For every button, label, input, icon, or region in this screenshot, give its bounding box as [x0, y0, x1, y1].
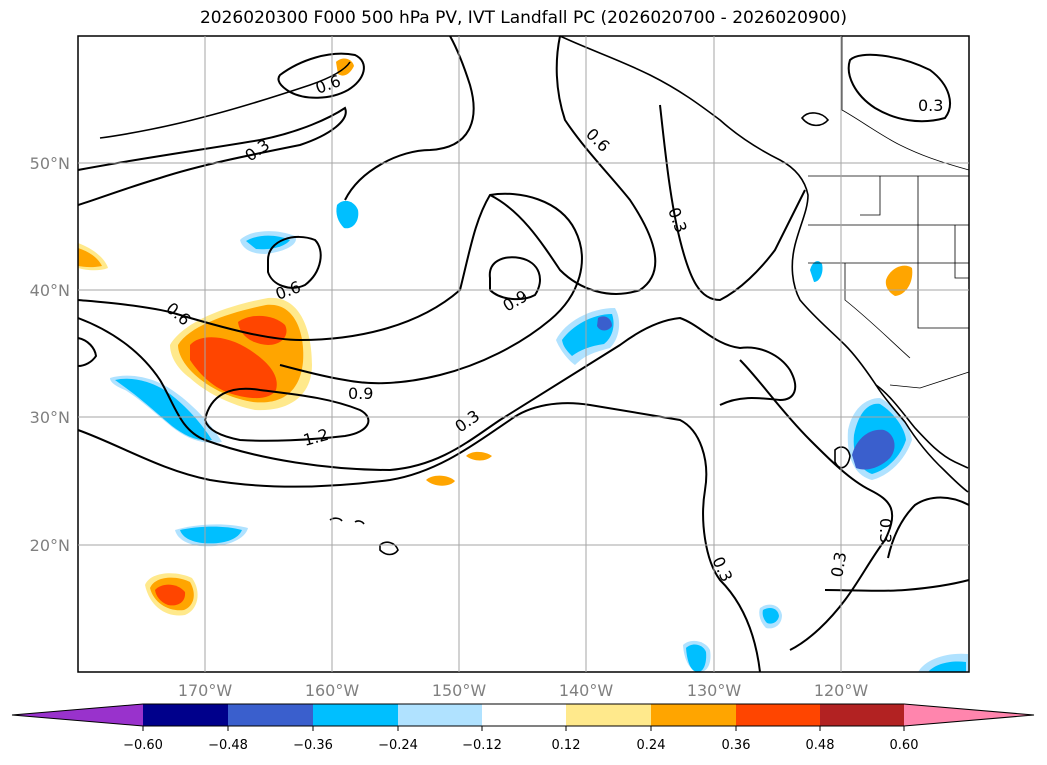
shade-positive-west-core [190, 337, 277, 399]
shade-positive-south-core [155, 584, 186, 606]
coast-island-nw [800, 112, 830, 127]
contour-0p9-big [77, 192, 583, 385]
contour-label: 0.3 [876, 518, 895, 543]
contour-0p6-right [77, 316, 797, 472]
coast-north-america [559, 35, 969, 469]
shade-negative-se-core [928, 661, 966, 672]
colorbar-tick-label: 0.24 [637, 738, 666, 753]
colorbar-tick-label: −0.36 [293, 738, 333, 753]
lat-tick-label: 50°N [30, 154, 70, 173]
colorbar-tick-label: 0.48 [806, 738, 835, 753]
shade-negative-south2-core [686, 644, 707, 672]
map-title: 2026020300 F000 500 hPa PV, IVT Landfall… [199, 8, 847, 28]
colorbar-segment [482, 704, 567, 726]
contour-0p3-ne [847, 53, 951, 123]
contour-0p3-mid [344, 35, 475, 201]
coastlines [99, 35, 969, 556]
coast-alaska-peninsula [99, 61, 351, 139]
lon-tick-label: 170°W [178, 681, 233, 700]
colorbar-segment [228, 704, 314, 726]
colorbar-segment [566, 704, 652, 726]
colorbar-tick-label: −0.48 [208, 738, 248, 753]
contour-0p3-east [739, 359, 894, 651]
colorbar-segment [651, 704, 737, 726]
shade-negative-nw-core [246, 235, 290, 250]
contour-0p3-central [77, 402, 761, 673]
shade-negative-south3-core [762, 608, 779, 624]
contour-0p9-small [488, 256, 541, 301]
contour-label: 0.3 [827, 550, 850, 578]
shade-negative-mid-peak [597, 316, 612, 331]
contour-0p3-north [77, 106, 347, 206]
lon-tick-label: 140°W [559, 681, 614, 700]
colorbar: −0.60 −0.48 −0.36 −0.24 −0.12 0.12 0.24 … [11, 703, 1035, 753]
colorbar-ticks [142, 726, 905, 731]
contour-0p3-se [824, 496, 970, 592]
colorbar-tick-label: 0.36 [722, 738, 751, 753]
lat-tick-label: 40°N [30, 281, 70, 300]
lat-tick-label: 20°N [30, 536, 70, 555]
contour-0p3-west-loop [267, 235, 322, 289]
colorbar-extend-low [12, 704, 143, 726]
gridlines [78, 36, 969, 672]
coast-baja [875, 384, 969, 493]
lon-tick-labels: 170°W 160°W 150°W 140°W 130°W 120°W [178, 681, 869, 700]
colorbar-segment [143, 704, 229, 726]
lat-tick-label: 30°N [30, 408, 70, 427]
lon-tick-label: 120°W [814, 681, 869, 700]
shade-negative-east-core [852, 429, 895, 470]
coast-hawaii [329, 517, 399, 556]
colorbar-segment [820, 704, 905, 726]
shade-negative-small1 [336, 200, 359, 229]
shade-positive-small1 [426, 475, 455, 486]
lon-tick-label: 150°W [432, 681, 487, 700]
shade-positive-nevada [885, 265, 913, 296]
shade-positive-edge-core [78, 248, 102, 268]
colorbar-tick-label: −0.12 [462, 738, 502, 753]
lon-tick-label: 130°W [687, 681, 742, 700]
contour-edge-west [77, 337, 98, 367]
contour-label: 0.3 [918, 96, 943, 115]
lon-tick-label: 160°W [305, 681, 360, 700]
lat-tick-labels: 50°N 40°N 30°N 20°N [30, 154, 70, 555]
border-us-mexico [889, 371, 970, 389]
colorbar-segment [398, 704, 483, 726]
colorbar-tick-label: −0.60 [123, 738, 163, 753]
contour-1p2 [203, 387, 370, 442]
colorbar-tick-label: 0.12 [552, 738, 581, 753]
shade-positive-small2 [466, 451, 492, 461]
colorbar-segment [736, 704, 821, 726]
border-states [808, 176, 969, 359]
pv-contours [77, 35, 970, 673]
contour-label: 0.9 [348, 384, 373, 403]
colorbar-tick-label: 0.60 [890, 738, 919, 753]
shade-negative-ca [810, 261, 823, 282]
shade-negative-south1-core [180, 526, 242, 544]
contour-0p6-upper [489, 35, 657, 295]
colorbar-tick-label: −0.24 [378, 738, 418, 753]
shade-negative-west-core [115, 378, 212, 441]
colorbar-extend-high [904, 704, 1034, 726]
contour-0p6-alaska [277, 52, 365, 99]
map-frame [77, 35, 970, 673]
colorbar-segment [313, 704, 399, 726]
